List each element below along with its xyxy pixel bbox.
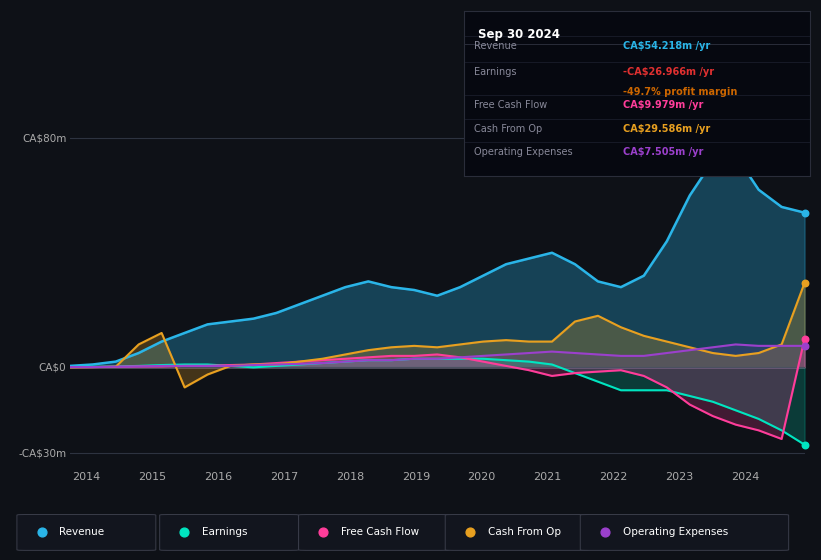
FancyBboxPatch shape bbox=[580, 515, 789, 550]
Point bbox=[798, 334, 811, 343]
Point bbox=[798, 278, 811, 287]
Text: Free Cash Flow: Free Cash Flow bbox=[475, 100, 548, 110]
Point bbox=[798, 342, 811, 351]
Text: CA$9.979m /yr: CA$9.979m /yr bbox=[623, 100, 704, 110]
FancyBboxPatch shape bbox=[445, 515, 588, 550]
Text: Operating Expenses: Operating Expenses bbox=[623, 527, 728, 537]
FancyBboxPatch shape bbox=[299, 515, 449, 550]
Text: CA$54.218m /yr: CA$54.218m /yr bbox=[623, 41, 710, 51]
Text: -CA$30m: -CA$30m bbox=[18, 448, 67, 458]
FancyBboxPatch shape bbox=[159, 515, 299, 550]
Point bbox=[178, 528, 191, 536]
Text: Revenue: Revenue bbox=[59, 527, 104, 537]
Text: -CA$26.966m /yr: -CA$26.966m /yr bbox=[623, 67, 714, 77]
Text: Operating Expenses: Operating Expenses bbox=[475, 147, 573, 157]
Text: CA$29.586m /yr: CA$29.586m /yr bbox=[623, 124, 710, 133]
Text: CA$80m: CA$80m bbox=[22, 133, 67, 143]
Text: Free Cash Flow: Free Cash Flow bbox=[341, 527, 420, 537]
Text: Cash From Op: Cash From Op bbox=[475, 124, 543, 133]
Point bbox=[463, 528, 476, 536]
Text: Earnings: Earnings bbox=[202, 527, 248, 537]
Text: Sep 30 2024: Sep 30 2024 bbox=[478, 28, 560, 41]
Text: Cash From Op: Cash From Op bbox=[488, 527, 561, 537]
Text: CA$7.505m /yr: CA$7.505m /yr bbox=[623, 147, 704, 157]
Point bbox=[798, 440, 811, 449]
Text: CA$0: CA$0 bbox=[39, 362, 67, 372]
Point bbox=[35, 528, 48, 536]
Text: Revenue: Revenue bbox=[475, 41, 517, 51]
Text: Earnings: Earnings bbox=[475, 67, 516, 77]
FancyBboxPatch shape bbox=[17, 515, 156, 550]
Point bbox=[599, 528, 612, 536]
Text: -49.7% profit margin: -49.7% profit margin bbox=[623, 87, 737, 97]
Point bbox=[798, 208, 811, 217]
Point bbox=[317, 528, 330, 536]
